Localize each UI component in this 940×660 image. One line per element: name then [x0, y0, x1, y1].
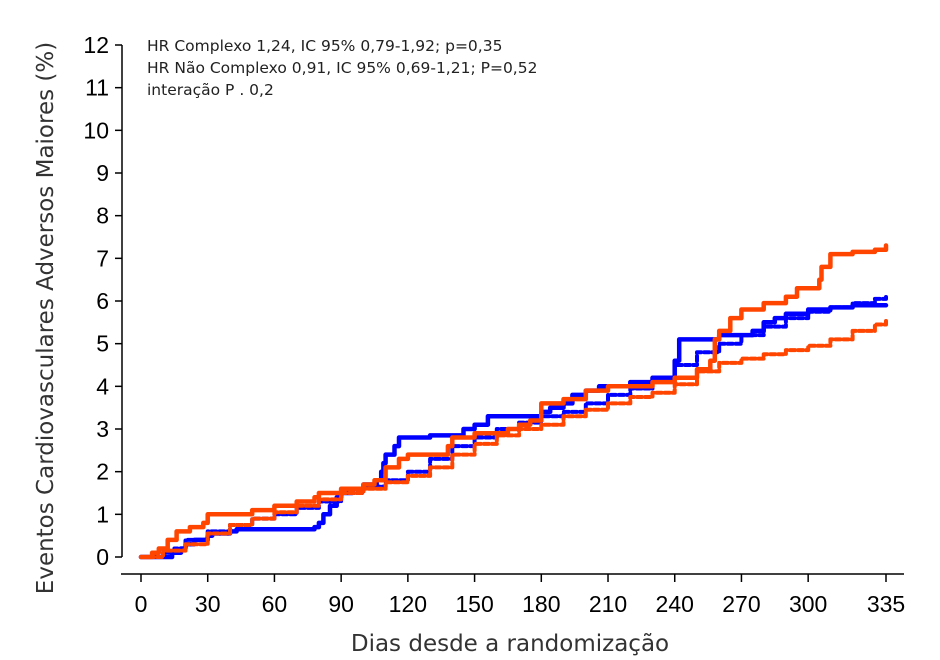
x-tick-label: 210 [589, 591, 627, 617]
x-tick-label: 90 [328, 591, 354, 617]
y-tick-label: 6 [96, 288, 109, 314]
y-tick-label: 1 [96, 501, 109, 527]
annotation-interaction-p: interação P . 0,2 [147, 81, 274, 99]
x-axis-title: Dias desde a randomização [351, 631, 669, 657]
x-tick-label: 300 [789, 591, 827, 617]
series-orange-solid-line [138, 243, 889, 560]
x-tick-label: 240 [656, 591, 694, 617]
y-tick-label: 3 [96, 416, 109, 442]
annotation-hr-nao-complexo: HR Não Complexo 0,91, IC 95% 0,69-1,21; … [147, 59, 537, 77]
x-tick-label: 60 [262, 591, 288, 617]
x-tick-label: 270 [722, 591, 760, 617]
y-axis-title: Eventos Cardiovasculares Adversos Maiore… [33, 42, 59, 594]
y-tick-label: 0 [96, 544, 109, 570]
x-tick-label: 335 [867, 591, 905, 617]
series-orange-dashed-line [139, 318, 888, 559]
x-tick-label: 30 [195, 591, 221, 617]
y-tick-label: 7 [96, 245, 109, 271]
y-tick-label: 11 [85, 75, 109, 101]
x-tick-label: 150 [455, 591, 493, 617]
series-blue-solid-line [138, 303, 889, 560]
y-tick-label: 9 [96, 160, 109, 186]
y-tick-label: 5 [96, 331, 109, 357]
y-tick-label: 4 [96, 373, 109, 399]
annotation-hr-complexo: HR Complexo 1,24, IC 95% 0,79-1,92; p=0,… [147, 37, 502, 55]
y-tick-label: 12 [83, 32, 109, 58]
series-layer [138, 243, 889, 560]
x-tick-label: 120 [389, 591, 427, 617]
x-tick-label: 180 [522, 591, 560, 617]
y-tick-label: 2 [96, 459, 109, 485]
y-tick-label: 10 [83, 117, 109, 143]
y-tick-label: 8 [96, 203, 109, 229]
annotations: HR Complexo 1,24, IC 95% 0,79-1,92; p=0,… [147, 37, 537, 99]
x-tick-label: 0 [135, 591, 148, 617]
